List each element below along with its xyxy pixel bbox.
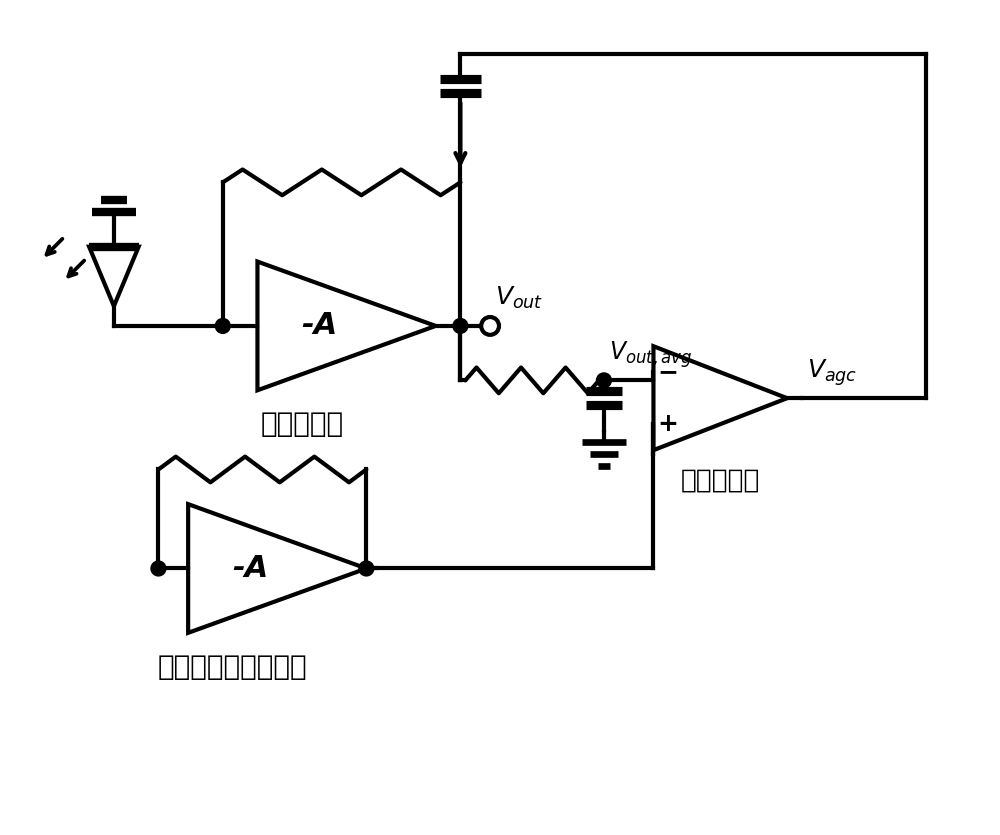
- Text: -A: -A: [302, 311, 338, 341]
- Circle shape: [151, 561, 166, 576]
- Circle shape: [215, 318, 230, 333]
- Text: −: −: [658, 360, 679, 384]
- Text: $V_{out}$: $V_{out}$: [495, 285, 543, 311]
- Text: +: +: [658, 412, 679, 436]
- Circle shape: [481, 317, 499, 335]
- Text: 误差放大器: 误差放大器: [681, 468, 760, 494]
- Circle shape: [453, 318, 468, 333]
- Text: $V_{agc}$: $V_{agc}$: [807, 357, 857, 388]
- Text: 跨阻放大器: 跨阻放大器: [260, 410, 344, 438]
- Circle shape: [359, 561, 374, 576]
- Circle shape: [597, 373, 611, 387]
- Text: 跨阻放大器复制电路: 跨阻放大器复制电路: [158, 653, 308, 681]
- Text: -A: -A: [232, 554, 269, 583]
- Text: $V_{out,avg}$: $V_{out,avg}$: [609, 340, 692, 371]
